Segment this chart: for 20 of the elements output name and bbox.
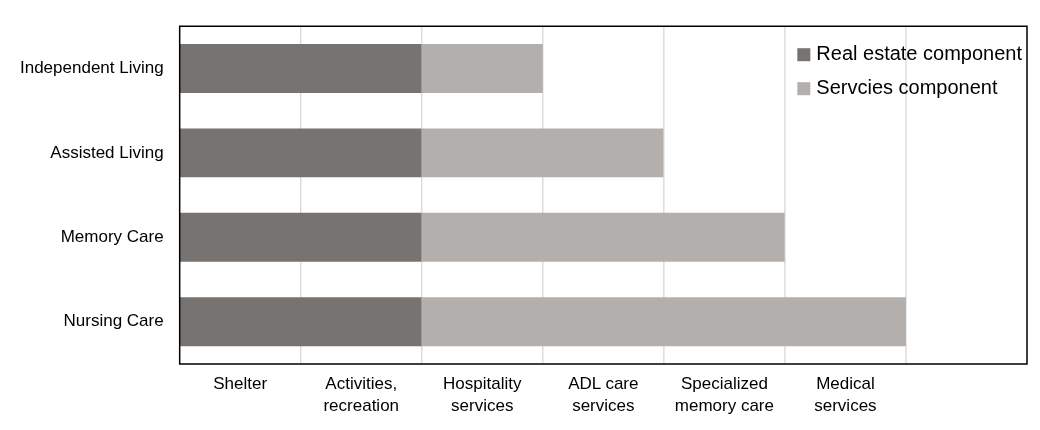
bar [421, 43, 543, 93]
text: Activities, recreation [323, 374, 400, 416]
y-tick-label: Memory Care [60, 227, 164, 247]
bar [421, 297, 906, 347]
y-tick-label: Assisted Living [50, 142, 164, 162]
y-tick-label: Independent Living [19, 58, 164, 78]
legend-label: Servcies component [816, 75, 998, 98]
bar [179, 128, 422, 178]
text: Specialized memory care [674, 374, 774, 416]
text: Shelter [213, 374, 268, 394]
text: Hospitality services [443, 374, 522, 416]
bar [179, 297, 422, 347]
y-tick-label: Nursing Care [63, 311, 164, 331]
bar [421, 128, 664, 178]
bar [179, 212, 422, 262]
legend-label: Real estate component [816, 41, 1023, 64]
text: ADL care services [568, 374, 639, 416]
text: Medical services [814, 374, 877, 416]
bar [421, 212, 785, 262]
bar [179, 43, 422, 93]
